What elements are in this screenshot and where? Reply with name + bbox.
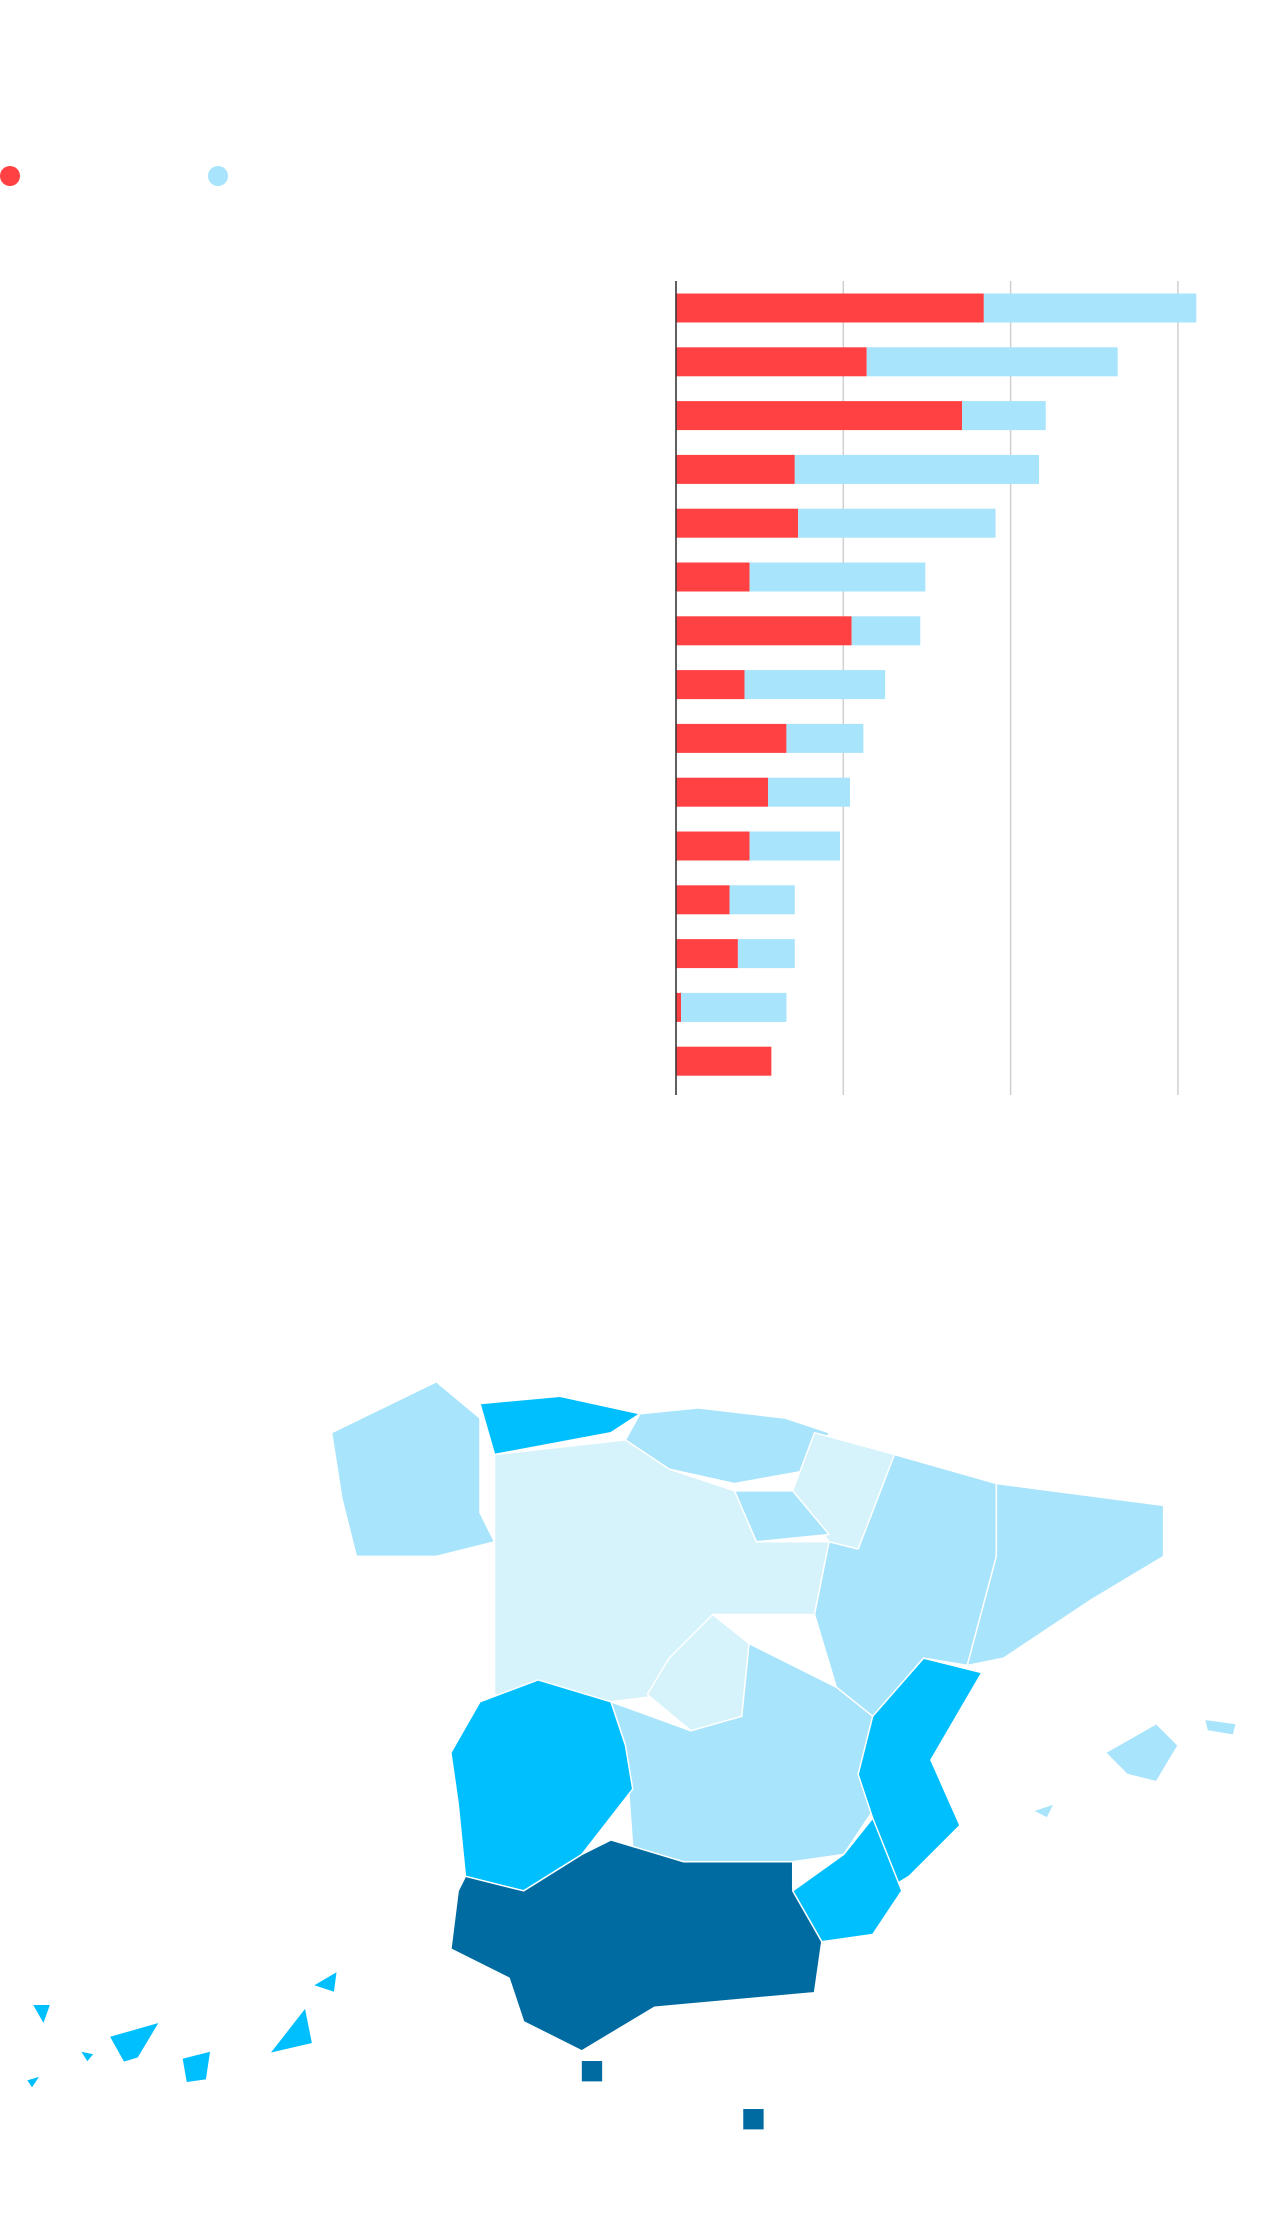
bar-segment: [676, 562, 750, 592]
bar-segment: [676, 401, 963, 431]
bar-segment: [681, 992, 787, 1022]
bar-segment: [768, 777, 850, 807]
bar-segment: [676, 347, 867, 377]
map-region: [1031, 1718, 1238, 1819]
bar-segment: [676, 885, 730, 915]
bar-segment: [744, 670, 886, 700]
bar-segment: [737, 939, 795, 969]
bar-segment: [798, 508, 996, 538]
map: [25, 1381, 1238, 2130]
bar-segment: [749, 831, 840, 861]
bar-segment: [676, 723, 787, 753]
bar-segment: [676, 831, 750, 861]
bar-segment: [962, 401, 1046, 431]
bar-segment: [983, 293, 1197, 323]
map-region: [330, 1381, 496, 1558]
bar-segment: [676, 1046, 772, 1076]
bar-segment: [676, 939, 738, 969]
bar-segment: [676, 508, 799, 538]
legend-marker: [581, 2061, 603, 2082]
legend-marker: [0, 166, 20, 186]
map-region: [25, 1970, 339, 2090]
bar-segment: [729, 885, 795, 915]
bar-segment: [786, 723, 864, 753]
bar-segment: [676, 293, 984, 323]
bar-chart: [0, 166, 1197, 1095]
bar-segment: [866, 347, 1118, 377]
legend-marker: [743, 2109, 764, 2130]
map-region: [450, 1839, 823, 2052]
bar-segment: [749, 562, 926, 592]
bar-segment: [676, 777, 769, 807]
bar-segment: [851, 616, 921, 646]
bar-segment: [794, 454, 1040, 484]
map-region: [479, 1395, 641, 1456]
map-region: [857, 1657, 983, 1899]
bar-segment: [676, 454, 795, 484]
bar-segment: [676, 992, 682, 1022]
legend-marker: [208, 166, 228, 186]
map-region: [966, 1482, 1165, 1667]
bar-segment: [676, 670, 745, 700]
bar-segment: [676, 616, 852, 646]
